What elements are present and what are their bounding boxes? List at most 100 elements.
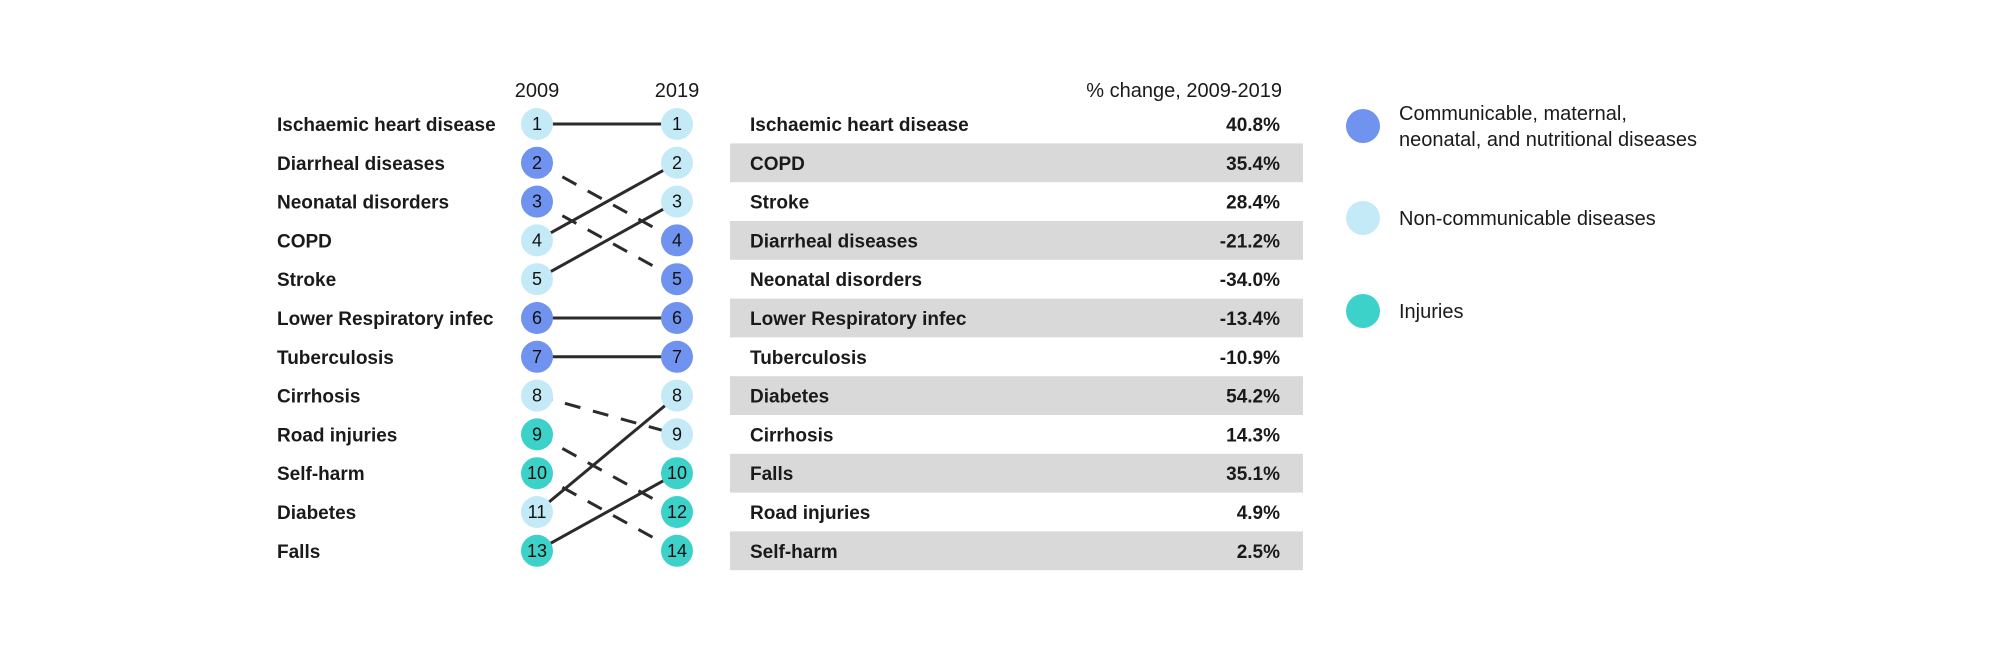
table-cause-label-road-injuries: Road injuries [750, 503, 870, 524]
cause-label-2009-copd: COPD [277, 231, 332, 252]
cause-label-2009-road-injuries: Road injuries [277, 425, 397, 446]
rank-number-2019-cirrhosis: 9 [672, 424, 682, 444]
rank-number-2019-diarrheal-diseases: 4 [672, 230, 682, 250]
table-cause-label-tuberculosis: Tuberculosis [750, 348, 867, 369]
pct-change-tuberculosis: -10.9% [1220, 348, 1280, 369]
rank-node-2009-stroke [521, 263, 553, 296]
rank-node-2009-neonatal-disorders [521, 185, 553, 218]
rank-node-2019-stroke [661, 185, 693, 218]
pct-change-copd: 35.4% [1226, 154, 1280, 175]
legend-swatch-ncd [1346, 201, 1380, 235]
rank-number-2009-neonatal-disorders: 3 [532, 192, 542, 212]
table-cause-label-cirrhosis: Cirrhosis [750, 425, 833, 446]
rank-number-2009-tuberculosis: 7 [532, 347, 542, 367]
table-cause-label-falls: Falls [750, 464, 793, 485]
cause-label-2009-falls: Falls [277, 542, 320, 563]
table-cause-label-copd: COPD [750, 154, 805, 175]
cause-label-2009-lower-respiratory-infec: Lower Respiratory infec [277, 309, 494, 330]
rank-link-stroke [536, 200, 678, 281]
table-row-band [730, 143, 1303, 183]
rank-number-2019-tuberculosis: 7 [672, 347, 682, 367]
rank-node-2019-diabetes [661, 379, 693, 412]
rank-number-2009-road-injuries: 9 [532, 424, 542, 444]
rank-links [536, 122, 678, 553]
legend-label-injuries-line-1: Injuries [1399, 301, 1463, 323]
pct-change-diabetes: 54.2% [1226, 387, 1280, 408]
rank-number-2009-ischaemic-heart-disease: 1 [532, 114, 542, 134]
table-cause-label-self-harm: Self-harm [750, 542, 838, 563]
rank-node-2019-copd [661, 146, 693, 179]
legend-label-communicable-line-2: neonatal, and nutritional diseases [1399, 129, 1697, 151]
table-row-bands [730, 143, 1303, 571]
table-cause-label-stroke: Stroke [750, 193, 809, 214]
rank-node-2009-cirrhosis [521, 379, 553, 412]
rank-number-2019-copd: 2 [672, 153, 682, 173]
rank-number-2019-neonatal-disorders: 5 [672, 269, 682, 289]
rank-node-2009-road-injuries [521, 418, 553, 451]
rank-number-2009-cirrhosis: 8 [532, 386, 542, 406]
rank-node-2019-falls [661, 457, 693, 490]
rank-node-2009-falls [521, 534, 553, 567]
year-start-label: 2009 [515, 80, 560, 102]
table-cause-label-lower-respiratory-infec: Lower Respiratory infec [750, 309, 967, 330]
rank-node-2019-lower-respiratory-infec [661, 302, 693, 334]
rank-link-road-injuries [536, 433, 678, 514]
table-cause-label-diabetes: Diabetes [750, 387, 829, 408]
pct-change-diarrheal-diseases: -21.2% [1220, 231, 1280, 252]
pct-change-road-injuries: 4.9% [1237, 503, 1280, 524]
cause-label-2009-stroke: Stroke [277, 270, 336, 291]
rank-node-2019-neonatal-disorders [661, 263, 693, 296]
pct-change-stroke: 28.4% [1226, 193, 1280, 214]
rank-node-2019-ischaemic-heart-disease [661, 108, 693, 140]
rank-link-cirrhosis [536, 394, 678, 436]
cause-label-2009-diarrheal-diseases: Diarrheal diseases [277, 154, 445, 175]
rank-number-2019-road-injuries: 12 [667, 502, 687, 522]
rank-number-2009-diabetes: 11 [528, 502, 547, 522]
cause-label-2009-ischaemic-heart-disease: Ischaemic heart disease [277, 115, 496, 136]
rank-number-2019-falls: 10 [667, 463, 687, 483]
cause-labels: Ischaemic heart disease Diarrheal disease… [277, 115, 1280, 563]
legend-label-ncd-line-1: Non-communicable diseases [1399, 208, 1656, 230]
table-cause-label-ischaemic-heart-disease: Ischaemic heart disease [750, 115, 969, 136]
cause-label-2009-tuberculosis: Tuberculosis [277, 348, 394, 369]
rank-node-2009-tuberculosis [521, 340, 553, 373]
pct-change-lower-respiratory-infec: -13.4% [1220, 309, 1280, 330]
rank-node-2009-diarrheal-diseases [521, 146, 553, 179]
pct-change-ischaemic-heart-disease: 40.8% [1226, 115, 1280, 136]
rank-number-2019-self-harm: 14 [667, 541, 687, 561]
pct-change-falls: 35.1% [1226, 464, 1280, 485]
year-end-label: 2019 [655, 80, 700, 102]
pct-change-cirrhosis: 14.3% [1226, 425, 1280, 446]
rank-node-2019-road-injuries [661, 496, 693, 528]
table-row-band [730, 531, 1303, 571]
rank-number-2019-lower-respiratory-infec: 6 [672, 308, 682, 328]
table-row-band [730, 453, 1303, 493]
rank-node-2009-ischaemic-heart-disease [521, 108, 553, 140]
rank-number-2019-ischaemic-heart-disease: 1 [672, 114, 682, 134]
rank-number-2009-diarrheal-diseases: 2 [532, 153, 542, 173]
rank-number-2019-stroke: 3 [672, 192, 682, 212]
rank-node-2009-self-harm [521, 457, 553, 490]
table-row-band [730, 376, 1303, 415]
pct-change-self-harm: 2.5% [1237, 542, 1280, 563]
legend-swatch-communicable [1346, 109, 1380, 143]
pct-change-neonatal-disorders: -34.0% [1220, 270, 1280, 291]
legend-label-communicable-line-1: Communicable, maternal, [1399, 103, 1627, 125]
rank-node-2009-diabetes [521, 496, 553, 528]
rank-number-2009-self-harm: 10 [527, 463, 547, 483]
rank-link-diabetes [536, 394, 678, 514]
rank-node-2019-cirrhosis [661, 418, 693, 451]
cause-label-2009-neonatal-disorders: Neonatal disorders [277, 193, 449, 214]
rank-number-2019-diabetes: 8 [672, 386, 682, 406]
rank-node-2009-copd [521, 224, 553, 257]
rank-number-2009-stroke: 5 [532, 269, 542, 289]
cause-label-2009-self-harm: Self-harm [277, 464, 365, 485]
table-cause-label-diarrheal-diseases: Diarrheal diseases [750, 231, 918, 252]
rank-number-2009-falls: 13 [527, 541, 547, 561]
table-cause-label-neonatal-disorders: Neonatal disorders [750, 270, 922, 291]
rank-node-2019-diarrheal-diseases [661, 224, 693, 257]
legend-swatch-injuries [1346, 294, 1380, 328]
pct-change-header: % change, 2009-2019 [1086, 80, 1282, 102]
